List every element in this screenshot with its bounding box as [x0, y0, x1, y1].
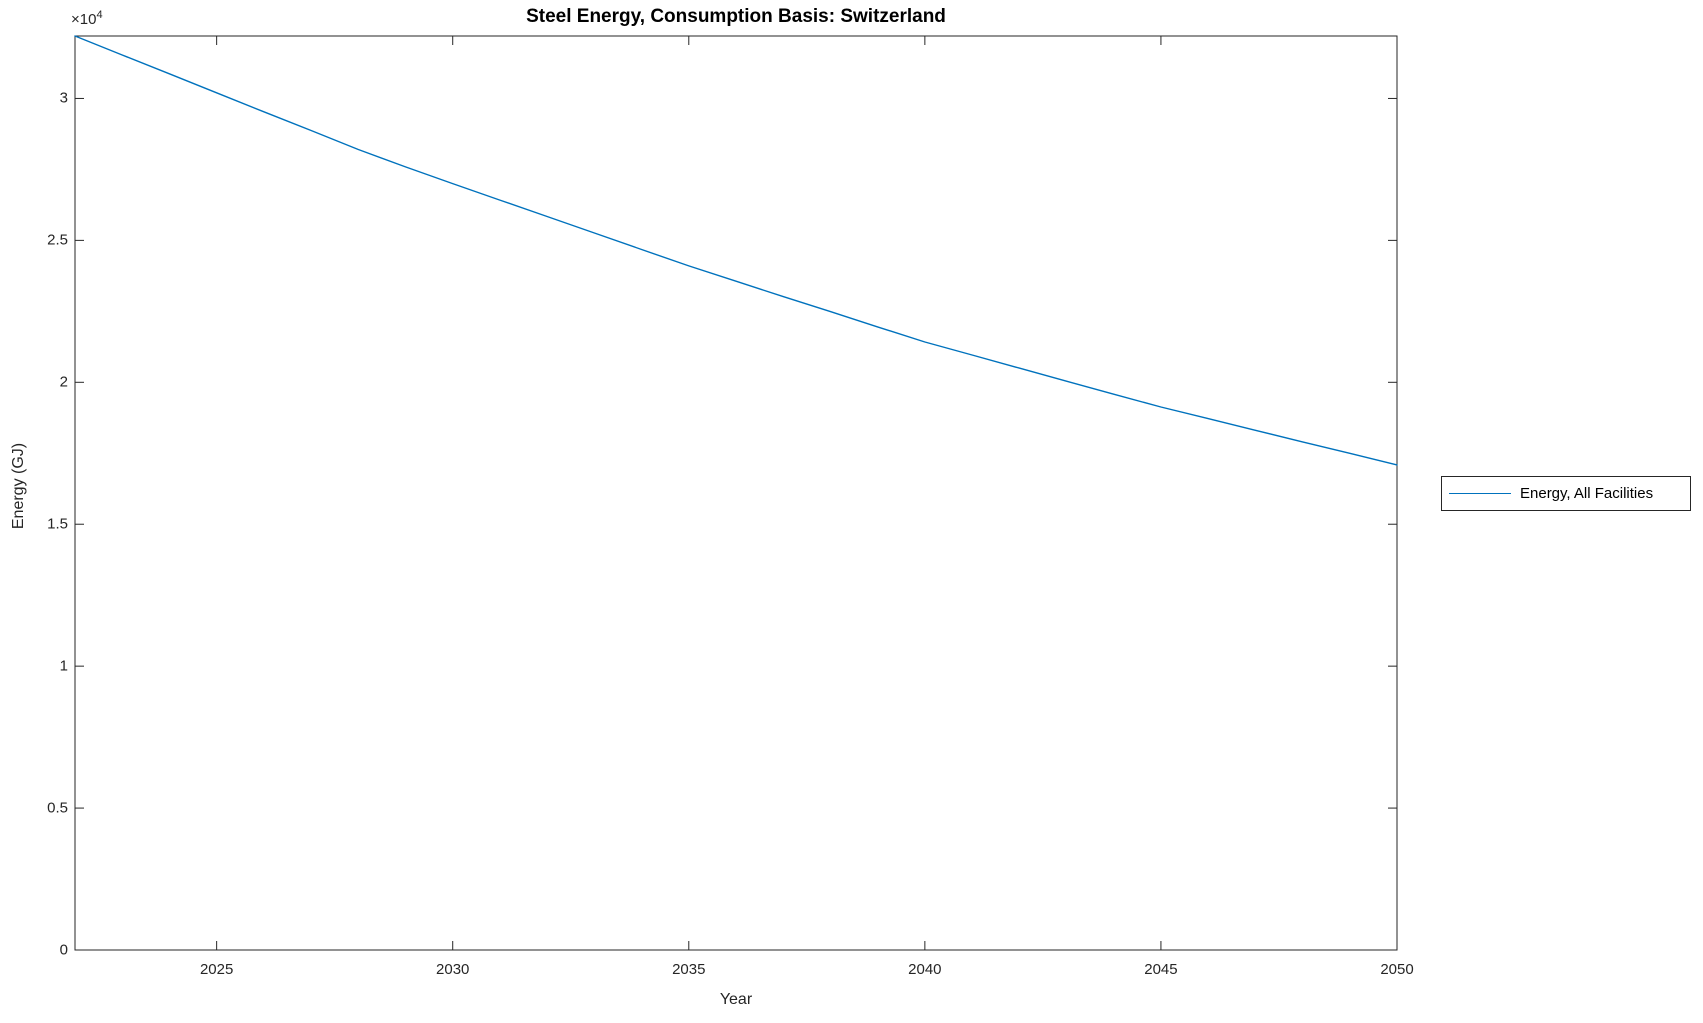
axis-ticks: [75, 36, 1398, 951]
x-tick-label: 2050: [1380, 961, 1414, 978]
legend: Energy, All Facilities: [1441, 476, 1691, 511]
y-tick-label: 3: [59, 89, 68, 107]
x-tick-label: 2045: [1144, 961, 1178, 978]
y-tick-label: 1.5: [47, 515, 68, 533]
y-axis-multiplier: ×104: [71, 9, 103, 28]
y-tick-label: 2: [59, 373, 68, 391]
x-tick-label: 2040: [908, 961, 942, 978]
legend-line-sample: [1449, 493, 1511, 494]
x-tick-label: 2035: [672, 961, 706, 978]
x-axis-label: Year: [719, 991, 753, 1008]
series-line-energy: [74, 35, 1398, 466]
y-axis-multiplier-base: ×10: [71, 11, 97, 28]
x-tick-label: 2030: [436, 961, 470, 978]
y-tick-label: 1: [59, 657, 68, 675]
legend-label: Energy, All Facilities: [1520, 485, 1654, 502]
y-axis-multiplier-exponent: 4: [96, 9, 103, 21]
x-tick-label: 2025: [199, 961, 234, 978]
y-tick-label: 0: [59, 941, 68, 959]
y-tick-label: 0.5: [47, 799, 68, 817]
chart-title: Steel Energy, Consumption Basis: Switzer…: [526, 6, 946, 27]
y-tick-label: 2.5: [47, 231, 68, 249]
plot-area: [74, 35, 1398, 951]
